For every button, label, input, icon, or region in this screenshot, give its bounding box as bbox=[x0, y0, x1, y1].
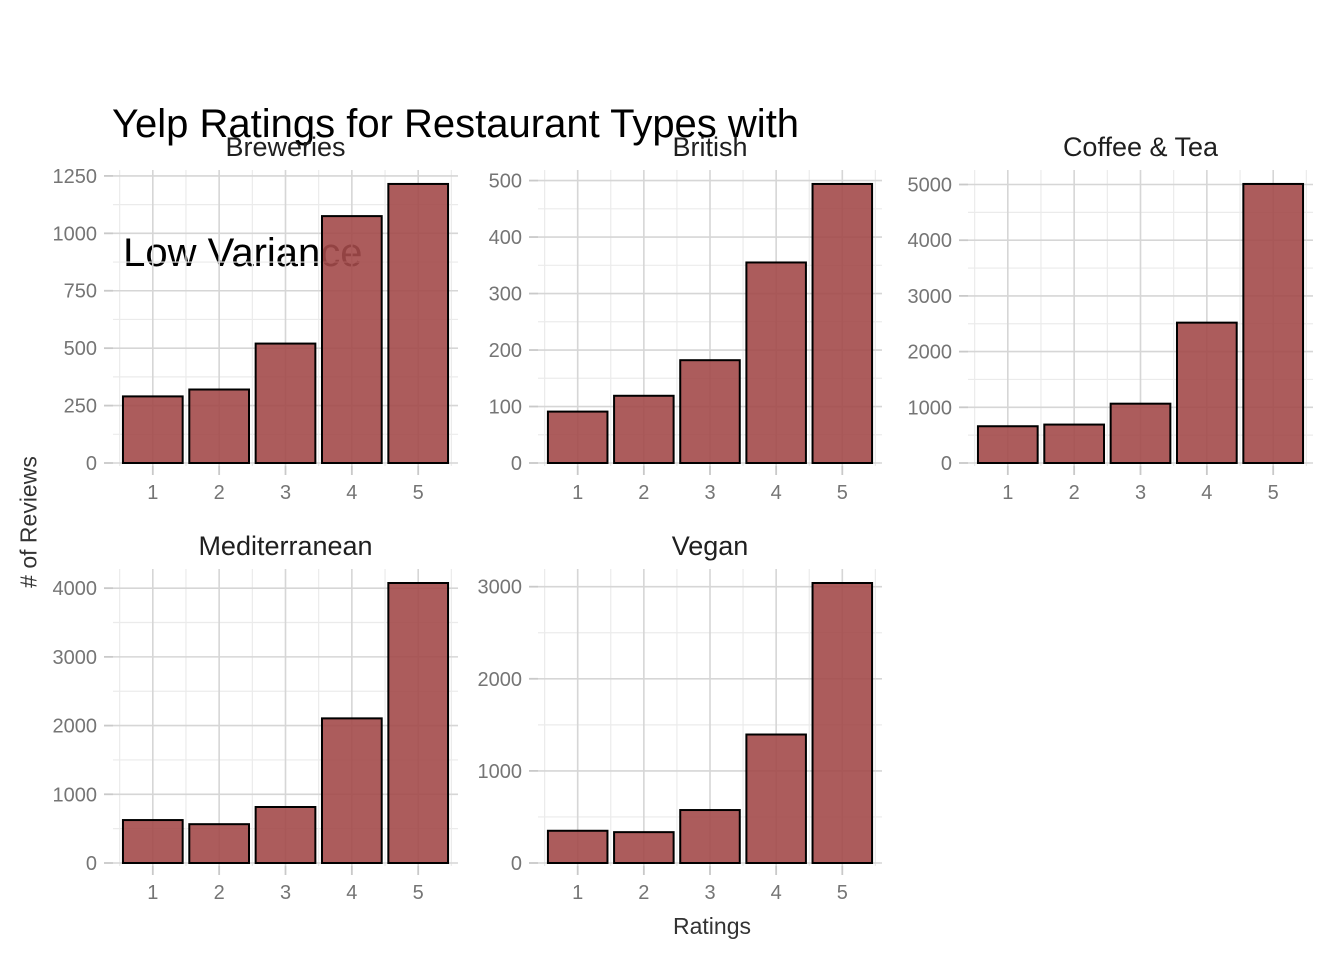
y-tick-label: 300 bbox=[489, 284, 522, 306]
facet-vegan: 0 1000 2000 3000 1 2 3 4 5 Vegan bbox=[478, 531, 882, 904]
x-tick-label: 2 bbox=[638, 882, 649, 904]
bar-rating-3 bbox=[254, 806, 317, 864]
bar-rating-1 bbox=[546, 829, 609, 865]
y-tick-label: 0 bbox=[86, 453, 97, 475]
x-tick-label: 5 bbox=[1268, 482, 1279, 504]
figure-title-line1: Yelp Ratings for Restaurant Types with bbox=[112, 102, 800, 146]
y-tick-label: 750 bbox=[64, 281, 97, 303]
y-tick-label: 4000 bbox=[53, 578, 98, 600]
bar-rating-5 bbox=[387, 582, 450, 864]
y-tick-label: 5000 bbox=[908, 175, 953, 197]
x-tick-label: 5 bbox=[413, 882, 424, 904]
y-tick-label: 0 bbox=[511, 453, 522, 475]
x-tick-label: 5 bbox=[837, 482, 848, 504]
bar-rating-2 bbox=[1043, 423, 1106, 465]
bar-rating-4 bbox=[320, 215, 383, 464]
x-tick-label: 1 bbox=[572, 482, 583, 504]
x-tick-label: 1 bbox=[1002, 482, 1013, 504]
y-tick-label: 1250 bbox=[53, 166, 98, 188]
x-tick-label: 2 bbox=[1069, 482, 1080, 504]
x-tick-label: 4 bbox=[771, 482, 782, 504]
facet-title: Coffee & Tea bbox=[1063, 132, 1219, 162]
facet-coffee-tea: 0 1000 2000 3000 4000 5000 1 2 3 4 5 Coffee & Tea bbox=[908, 132, 1313, 504]
y-tick-label: 1000 bbox=[478, 761, 523, 783]
bar-rating-1 bbox=[121, 395, 184, 464]
y-tick-label: 3000 bbox=[478, 577, 523, 599]
x-tick-label: 5 bbox=[837, 882, 848, 904]
x-tick-label: 4 bbox=[771, 882, 782, 904]
bar-rating-3 bbox=[679, 809, 741, 865]
y-tick-label: 4000 bbox=[908, 230, 953, 252]
bar-rating-2 bbox=[188, 823, 251, 865]
bar-rating-5 bbox=[811, 182, 874, 464]
bar-rating-3 bbox=[254, 342, 317, 464]
bar-rating-4 bbox=[320, 717, 383, 864]
bar-rating-1 bbox=[546, 410, 609, 465]
y-tick-label: 250 bbox=[64, 396, 97, 418]
y-tick-label: 3000 bbox=[908, 286, 953, 308]
facet-title: Breweries bbox=[225, 132, 345, 162]
y-tick-label: 3000 bbox=[53, 647, 98, 669]
x-tick-label: 4 bbox=[1201, 482, 1212, 504]
facet-title: British bbox=[672, 132, 747, 162]
bar-rating-5 bbox=[1242, 182, 1305, 464]
bar-rating-5 bbox=[811, 582, 874, 864]
bar-rating-1 bbox=[976, 425, 1039, 464]
x-tick-label: 3 bbox=[280, 882, 291, 904]
y-tick-label: 0 bbox=[86, 853, 97, 875]
y-tick-label: 1000 bbox=[908, 397, 953, 419]
y-axis-title: # of Reviews bbox=[15, 456, 42, 588]
bar-rating-3 bbox=[1109, 402, 1172, 464]
y-tick-label: 0 bbox=[941, 453, 952, 475]
y-tick-label: 0 bbox=[511, 853, 522, 875]
facet-british: 0 100 200 300 400 500 1 2 3 4 5 British bbox=[489, 132, 882, 504]
y-tick-label: 400 bbox=[489, 227, 522, 249]
bar-rating-2 bbox=[613, 831, 675, 864]
bar-rating-4 bbox=[745, 261, 807, 464]
y-tick-label: 100 bbox=[489, 397, 522, 419]
bar-rating-2 bbox=[188, 388, 251, 465]
y-tick-label: 500 bbox=[64, 338, 97, 360]
y-tick-label: 500 bbox=[489, 171, 522, 193]
facet-breweries: 0 250 500 750 1000 1250 1 2 3 4 5 Breweries bbox=[53, 132, 458, 504]
y-tick-label: 2000 bbox=[908, 342, 953, 364]
x-tick-label: 1 bbox=[572, 882, 583, 904]
facet-mediterranean: 0 1000 2000 3000 4000 1 2 3 4 5 Mediterranean bbox=[53, 531, 458, 904]
y-tick-label: 2000 bbox=[478, 669, 523, 691]
x-axis-title: Ratings bbox=[673, 913, 751, 939]
facet-title: Mediterranean bbox=[198, 531, 372, 561]
x-tick-label: 1 bbox=[147, 882, 158, 904]
y-tick-label: 1000 bbox=[53, 784, 98, 806]
x-tick-label: 3 bbox=[280, 482, 291, 504]
bar-rating-4 bbox=[1175, 321, 1238, 464]
y-tick-label: 200 bbox=[489, 340, 522, 362]
facet-title: Vegan bbox=[672, 531, 749, 561]
bar-rating-4 bbox=[745, 733, 807, 865]
x-tick-label: 4 bbox=[346, 482, 357, 504]
y-tick-label: 2000 bbox=[53, 716, 98, 738]
bar-rating-2 bbox=[613, 394, 675, 464]
bar-rating-1 bbox=[121, 819, 184, 865]
x-tick-label: 2 bbox=[214, 482, 225, 504]
x-tick-label: 3 bbox=[704, 882, 715, 904]
bar-rating-5 bbox=[387, 182, 450, 464]
x-tick-label: 5 bbox=[413, 482, 424, 504]
x-tick-label: 1 bbox=[147, 482, 158, 504]
x-tick-label: 3 bbox=[1135, 482, 1146, 504]
x-tick-label: 3 bbox=[704, 482, 715, 504]
x-tick-label: 4 bbox=[346, 882, 357, 904]
y-tick-label: 1000 bbox=[53, 223, 98, 245]
x-tick-label: 2 bbox=[214, 882, 225, 904]
x-tick-label: 2 bbox=[638, 482, 649, 504]
bar-rating-3 bbox=[679, 359, 741, 465]
